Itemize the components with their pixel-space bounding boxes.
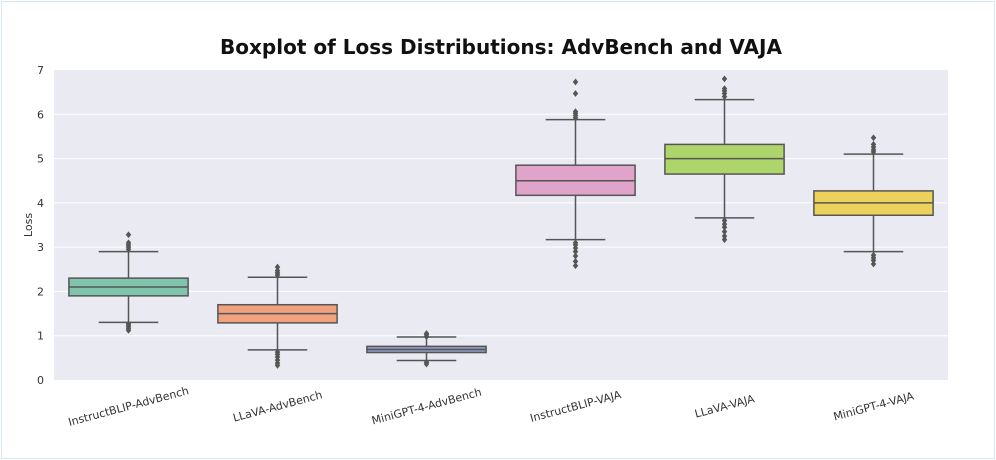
boxes bbox=[68, 75, 934, 369]
y-axis-label: Loss bbox=[22, 213, 35, 237]
plot-area bbox=[54, 70, 948, 380]
outlier-point bbox=[721, 75, 728, 83]
chart-title: Boxplot of Loss Distributions: AdvBench … bbox=[220, 35, 782, 59]
outlier-point bbox=[870, 134, 877, 142]
box-group-3 bbox=[515, 78, 636, 270]
y-tick-label-3: 3 bbox=[37, 241, 44, 254]
outlier-point bbox=[274, 348, 281, 356]
gridlines bbox=[54, 113, 948, 337]
outlier-point bbox=[572, 239, 579, 247]
outlier-point bbox=[125, 239, 132, 247]
y-tick-label-4: 4 bbox=[37, 197, 44, 210]
outlier-point bbox=[870, 260, 877, 268]
outlier-point bbox=[572, 78, 579, 86]
outlier-point bbox=[572, 248, 579, 255]
box-group-4 bbox=[664, 75, 785, 244]
outlier-point bbox=[572, 108, 579, 116]
outlier-point bbox=[274, 263, 281, 271]
y-tick-label-0: 0 bbox=[37, 374, 44, 387]
y-axis-ticks: 0 1 2 3 4 5 6 7 bbox=[37, 64, 44, 387]
box-group-2 bbox=[366, 330, 487, 368]
outlier-point bbox=[721, 85, 728, 92]
x-tick-label-0: InstructBLIP-AdvBench bbox=[67, 384, 190, 429]
outlier-point bbox=[423, 330, 430, 337]
outlier-point bbox=[423, 358, 430, 366]
box-group-0 bbox=[68, 231, 189, 334]
y-tick-label-5: 5 bbox=[37, 153, 44, 166]
x-tick-label-4: LLaVA-VAJA bbox=[693, 392, 756, 421]
y-tick-label-1: 1 bbox=[37, 330, 44, 343]
x-tick-label-5: MiniGPT-4-VAJA bbox=[832, 389, 916, 423]
x-tick-label-1: LLaVA-AdvBench bbox=[232, 388, 324, 424]
outlier-point bbox=[572, 90, 579, 97]
outlier-point bbox=[870, 141, 877, 148]
outlier-point bbox=[721, 217, 728, 224]
outlier-point bbox=[572, 257, 579, 265]
y-tick-label-2: 2 bbox=[37, 285, 44, 298]
outlier-point bbox=[721, 236, 728, 244]
outlier-point bbox=[721, 220, 728, 228]
y-tick-label-7: 7 bbox=[37, 64, 44, 77]
outlier-point bbox=[125, 231, 132, 239]
outlier-point bbox=[274, 267, 281, 275]
box-group-5 bbox=[813, 134, 934, 268]
outlier-point bbox=[572, 252, 579, 260]
box-group-1 bbox=[217, 263, 338, 369]
y-tick-label-6: 6 bbox=[37, 108, 44, 121]
x-tick-label-3: InstructBLIP-VAJA bbox=[529, 388, 623, 425]
outlier-point bbox=[870, 251, 877, 259]
outlier-point bbox=[721, 228, 728, 236]
outlier-point bbox=[572, 262, 579, 270]
outlier-point bbox=[721, 232, 728, 240]
x-tick-label-2: MiniGPT-4-AdvBench bbox=[370, 386, 483, 428]
x-axis-ticks: InstructBLIP-AdvBench LLaVA-AdvBench MiniG… bbox=[67, 384, 916, 429]
outlier-point bbox=[125, 320, 132, 328]
